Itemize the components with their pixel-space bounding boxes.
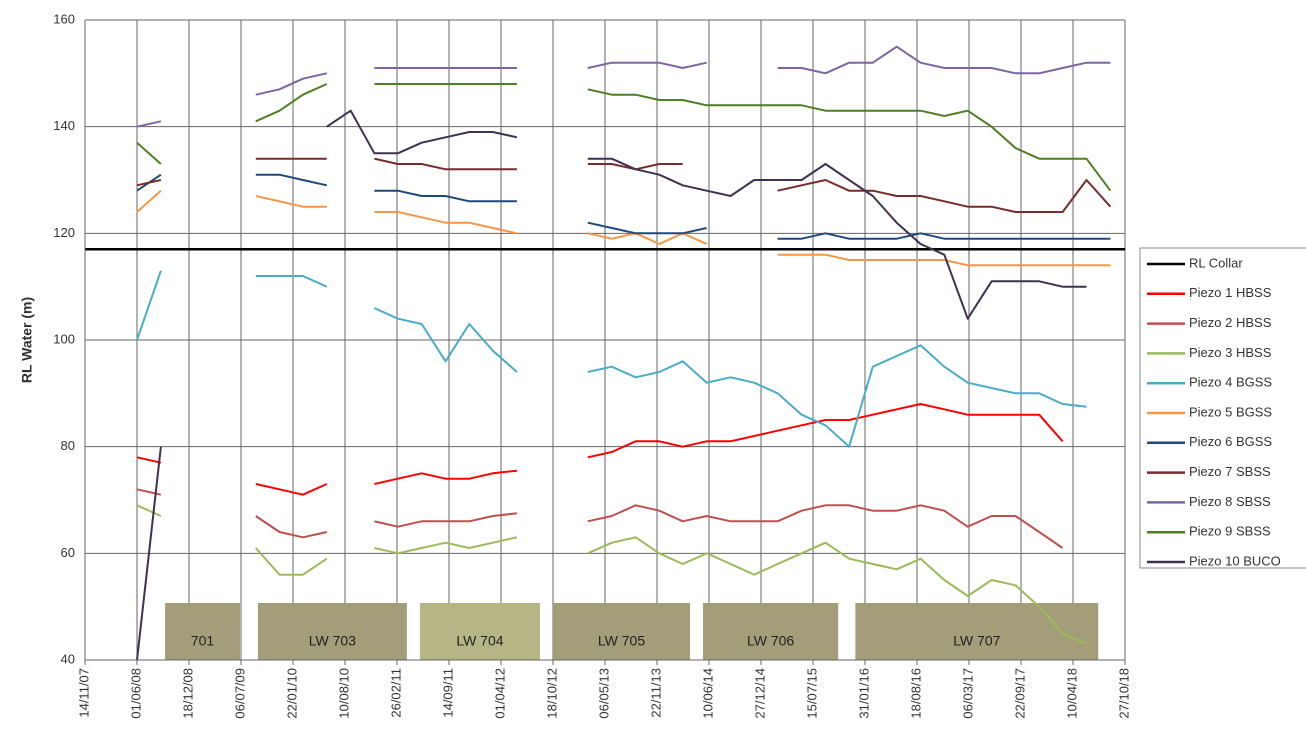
x-tick-label: 06/05/13 [596, 668, 611, 719]
x-tick-label: 26/02/11 [388, 668, 403, 718]
panel [165, 603, 240, 660]
panel-label: LW 705 [598, 633, 645, 649]
panel-label: LW 706 [747, 633, 794, 649]
series-line [136, 403, 1064, 496]
x-tick-label: 27/12/14 [752, 668, 767, 719]
panel-label: LW 704 [456, 633, 503, 649]
x-tick-label: 22/11/13 [648, 668, 663, 718]
legend-label: Piezo 1 HBSS [1189, 285, 1272, 300]
series-line [136, 157, 1112, 213]
panel [419, 603, 540, 660]
series-line [136, 270, 1087, 448]
y-tick-label: 120 [53, 225, 75, 240]
panel [855, 603, 1099, 660]
x-tick-label: 15/07/15 [804, 668, 819, 719]
legend-label: Piezo 9 SBSS [1189, 524, 1271, 539]
panel-label: 701 [191, 633, 215, 649]
y-tick-label: 100 [53, 331, 75, 346]
x-tick-label: 10/08/10 [336, 668, 351, 719]
legend-label: Piezo 8 SBSS [1189, 494, 1271, 509]
legend-label: Piezo 6 BGSS [1189, 434, 1272, 449]
x-tick-label: 18/12/08 [180, 668, 195, 719]
panel [257, 603, 407, 660]
legend-label: Piezo 2 HBSS [1189, 315, 1272, 330]
y-tick-label: 140 [53, 118, 75, 133]
legend-label: Piezo 7 SBSS [1189, 464, 1271, 479]
x-tick-label: 10/04/18 [1064, 668, 1079, 719]
x-tick-label: 22/09/17 [1012, 668, 1027, 719]
panel [703, 603, 839, 660]
x-tick-label: 27/10/18 [1116, 668, 1131, 719]
legend-label: RL Collar [1189, 255, 1243, 270]
x-tick-label: 31/01/16 [856, 668, 871, 719]
legend-label: Piezo 5 BGSS [1189, 404, 1272, 419]
y-axis-label: RL Water (m) [19, 297, 35, 383]
x-tick-label: 10/06/14 [700, 668, 715, 719]
x-tick-label: 01/06/08 [128, 668, 143, 719]
legend-label: Piezo 4 BGSS [1189, 375, 1272, 390]
series-line [136, 504, 1087, 645]
y-tick-label: 80 [61, 438, 75, 453]
legend-label: Piezo 10 BUCO [1189, 553, 1281, 568]
legend-box [1139, 247, 1306, 569]
x-tick-label: 18/10/12 [544, 668, 559, 719]
x-tick-label: 14/09/11 [440, 668, 455, 718]
x-tick-label: 06/03/17 [960, 668, 975, 719]
panel-label: LW 707 [953, 633, 1000, 649]
y-tick-label: 160 [53, 11, 75, 26]
x-tick-label: 14/11/07 [76, 668, 91, 718]
series-line [136, 488, 1064, 549]
x-tick-label: 22/01/10 [284, 668, 299, 719]
legend-label: Piezo 3 HBSS [1189, 345, 1272, 360]
series-line [136, 109, 1087, 661]
x-tick-label: 18/08/16 [908, 668, 923, 719]
panel [553, 603, 691, 660]
y-tick-label: 40 [61, 651, 75, 666]
x-tick-label: 01/04/12 [492, 668, 507, 719]
series-line [136, 45, 1111, 128]
x-tick-label: 06/07/09 [232, 668, 247, 719]
panel-label: LW 703 [309, 633, 356, 649]
series-line [136, 83, 1112, 192]
y-tick-label: 60 [61, 545, 75, 560]
series-line [136, 189, 1111, 267]
